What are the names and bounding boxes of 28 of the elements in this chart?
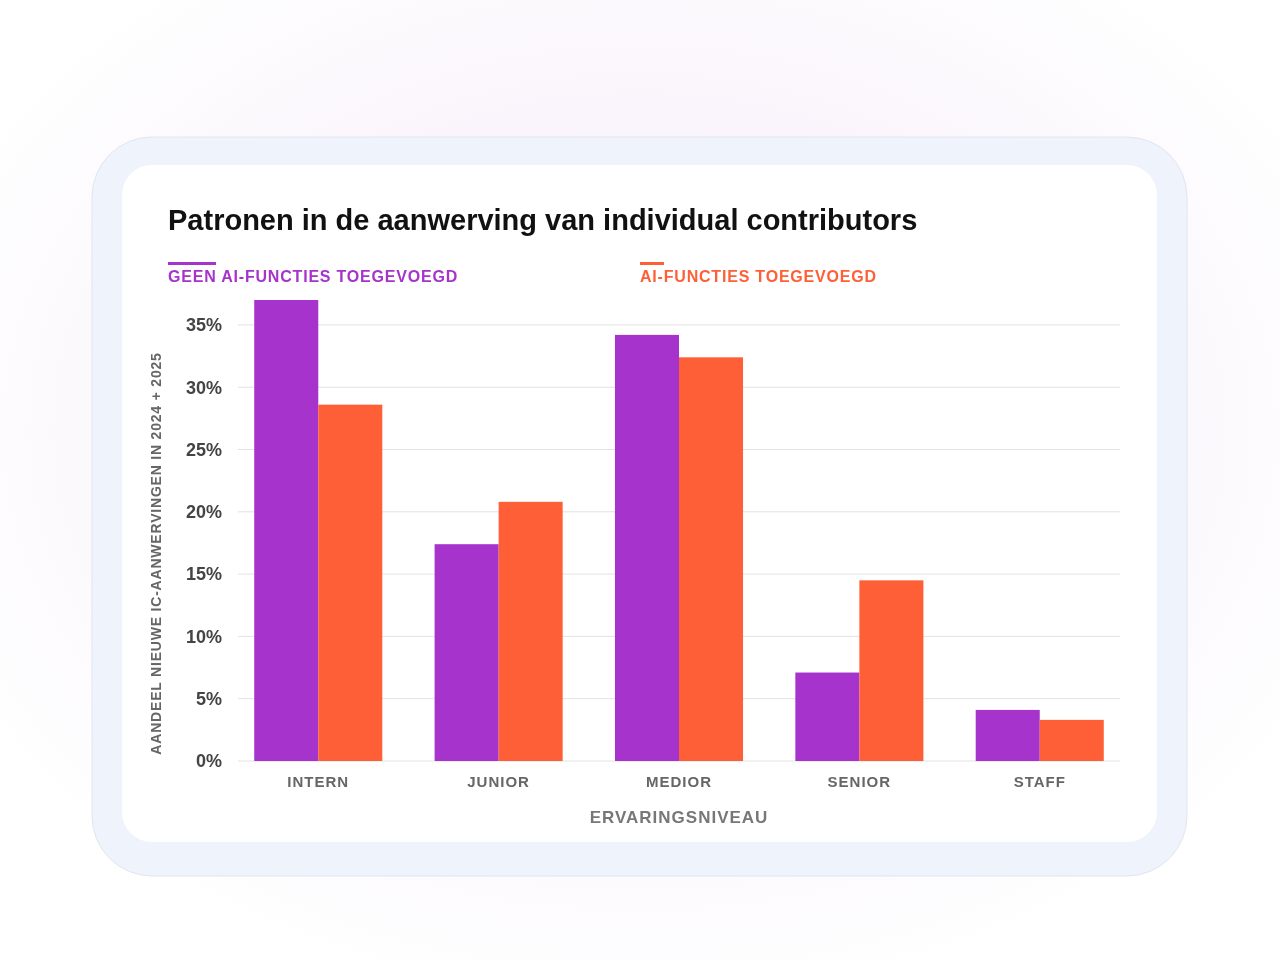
y-tick-label: 30% [185, 377, 222, 398]
y-tick-label: 0% [195, 751, 222, 772]
bar [318, 404, 383, 761]
bar [434, 544, 499, 761]
bar [859, 580, 924, 761]
bar [679, 357, 744, 761]
chart-title: Patronen in de aanwerving van individual contributors [168, 204, 918, 236]
bar [614, 334, 679, 761]
x-tick-label: INTERN [287, 773, 350, 790]
bar [498, 501, 563, 761]
x-tick-label: JUNIOR [467, 773, 530, 790]
y-tick-label: 25% [185, 439, 222, 460]
y-tick-label: 5% [195, 689, 222, 709]
bar [1039, 719, 1104, 761]
y-tick-label: 10% [185, 626, 222, 647]
bar [254, 300, 319, 761]
y-axis-title: AANDEEL NIEUWE IC-AANWERVINGEN IN 2024 + 2025 [148, 352, 164, 755]
x-tick-label: SENIOR [827, 773, 892, 790]
x-tick-label: MEDIOR [646, 773, 712, 790]
bar [795, 672, 860, 761]
y-tick-label: 35% [185, 315, 222, 336]
x-tick-label: STAFF [1013, 773, 1066, 790]
legend-label: AI-FUNCTIES TOEGEVOEGD [640, 268, 877, 285]
x-axis-title: ERVARINGSNIVEAU [589, 808, 769, 827]
bar [975, 709, 1040, 761]
legend-label: GEEN AI-FUNCTIES TOEGEVOEGD [168, 268, 459, 285]
y-tick-label: 20% [185, 502, 222, 523]
y-tick-label: 15% [185, 564, 222, 585]
